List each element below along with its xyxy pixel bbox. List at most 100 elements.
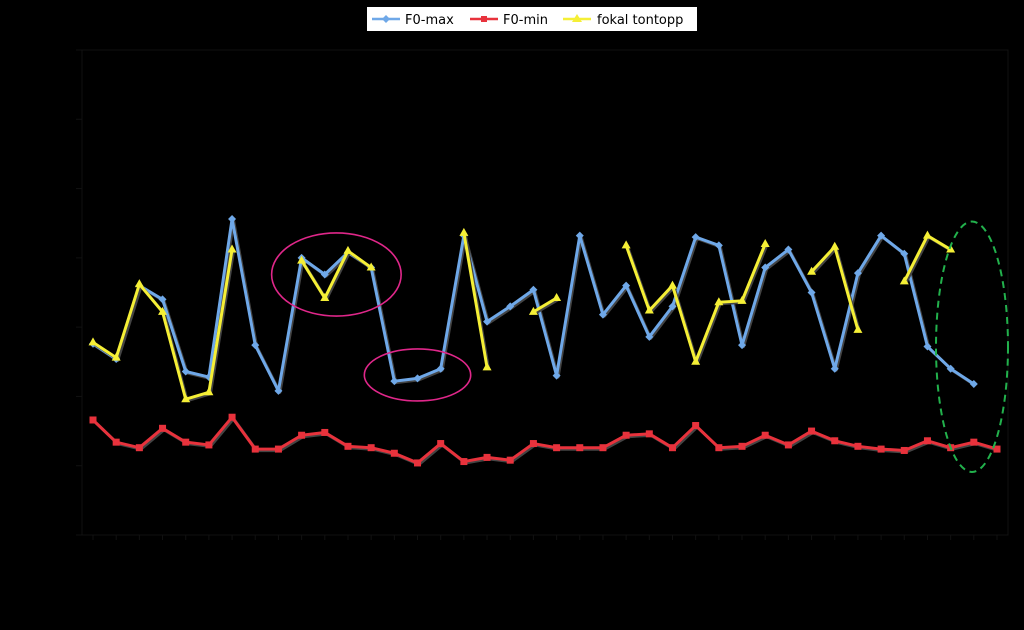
data-point-f0-max [738, 341, 747, 350]
data-point-f0-min [738, 442, 746, 450]
data-point-f0-min [553, 444, 561, 452]
data-point-fokal-tontopp [297, 255, 307, 264]
legend: F0-max F0-min fokal tontopp [367, 7, 697, 31]
data-point-fokal-tontopp [737, 295, 747, 304]
data-point-f0-min [112, 438, 120, 446]
data-point-fokal-tontopp [134, 279, 144, 288]
data-point-fokal-tontopp [482, 362, 492, 371]
data-point-fokal-tontopp [853, 324, 863, 333]
data-point-f0-max [969, 379, 978, 388]
annotation-ellipse [935, 220, 1009, 473]
data-point-fokal-tontopp [714, 297, 724, 306]
data-point-fokal-tontopp [760, 239, 770, 247]
data-point-f0-min [808, 427, 816, 435]
data-point-f0-max [691, 233, 700, 242]
annotation-ellipse [363, 348, 472, 402]
data-point-f0-min [877, 445, 885, 453]
data-point-f0-max [529, 285, 538, 294]
x-axis-ticks [92, 535, 998, 540]
data-point-f0-min [298, 431, 306, 439]
data-point-f0-min [321, 428, 329, 436]
legend-marker-fokal-tontopp [572, 14, 582, 22]
data-point-fokal-tontopp [644, 305, 654, 314]
data-point-f0-min [993, 445, 1001, 453]
data-point-f0-min [437, 440, 445, 448]
legend-label-fokal-tontopp: fokal tontopp [597, 13, 683, 28]
data-point-f0-max [483, 317, 492, 326]
data-point-f0-min [645, 430, 653, 438]
data-point-f0-min [460, 458, 468, 466]
data-point-fokal-tontopp [111, 352, 121, 361]
data-point-f0-max [714, 241, 723, 250]
data-point-fokal-tontopp [366, 262, 376, 271]
data-point-f0-max [320, 270, 329, 279]
data-point-f0-max [436, 364, 445, 373]
data-point-fokal-tontopp [807, 266, 817, 275]
series-layer [88, 215, 1001, 467]
data-point-f0-min [251, 445, 259, 453]
data-point-f0-min [784, 441, 792, 449]
data-point-f0-max [830, 364, 839, 373]
data-point-fokal-tontopp [459, 227, 469, 236]
data-point-f0-min [159, 424, 167, 432]
data-point-fokal-tontopp [830, 241, 840, 250]
data-point-fokal-tontopp [922, 230, 932, 239]
data-point-fokal-tontopp [204, 387, 214, 396]
data-point-f0-min [274, 445, 282, 453]
data-point-f0-min [576, 444, 584, 452]
data-point-f0-max [668, 302, 677, 311]
legend-label-f0-max: F0-max [405, 13, 454, 28]
data-point-f0-max [506, 302, 515, 311]
data-point-fokal-tontopp [227, 244, 237, 253]
data-point-fokal-tontopp [158, 306, 168, 315]
data-point-f0-min [970, 438, 978, 446]
data-point-fokal-tontopp [621, 240, 631, 249]
data-point-f0-min [89, 416, 97, 424]
data-point-f0-min [228, 413, 236, 421]
data-point-f0-min [529, 440, 537, 448]
data-point-fokal-tontopp [667, 280, 677, 289]
data-point-f0-min [506, 456, 514, 464]
data-point-f0-max [390, 377, 399, 386]
data-point-f0-min [900, 446, 908, 454]
data-point-f0-max [228, 215, 237, 224]
legend-marker-f0-min [481, 16, 487, 22]
data-point-fokal-tontopp [691, 356, 701, 365]
series-line-fokal-tontopp [300, 249, 373, 300]
data-point-f0-min [622, 431, 630, 439]
data-point-f0-min [135, 444, 143, 452]
data-point-f0-min [367, 444, 375, 452]
data-point-fokal-tontopp [899, 276, 909, 285]
data-point-f0-min [599, 444, 607, 452]
data-point-f0-max [923, 342, 932, 351]
series-line-f0-min [91, 415, 998, 465]
series-line-fokal-tontopp [462, 232, 489, 368]
legend-marker-f0-max [382, 15, 390, 23]
data-point-f0-max [946, 364, 955, 373]
data-point-f0-min [692, 422, 700, 430]
data-point-f0-min [390, 449, 398, 457]
data-point-f0-max [552, 371, 561, 380]
legend-box [367, 7, 697, 31]
data-point-f0-min [854, 442, 862, 450]
data-point-f0-max [274, 386, 283, 395]
data-point-f0-min [344, 442, 352, 450]
data-point-f0-max [413, 374, 422, 383]
data-point-fokal-tontopp [320, 293, 330, 302]
data-point-f0-max [761, 263, 770, 272]
data-point-f0-max [877, 231, 886, 240]
data-point-f0-max [784, 245, 793, 254]
data-point-f0-min [831, 437, 839, 445]
data-point-f0-max [575, 231, 584, 240]
data-point-f0-min [483, 453, 491, 461]
series-shadow-fokal-tontopp [534, 298, 559, 315]
data-point-f0-max [622, 281, 631, 290]
data-point-f0-min [182, 438, 190, 446]
data-point-fokal-tontopp [528, 306, 538, 315]
data-point-f0-max [900, 249, 909, 258]
data-point-f0-max [853, 269, 862, 278]
data-point-f0-min [668, 444, 676, 452]
data-point-f0-min [923, 437, 931, 445]
data-point-fokal-tontopp [343, 245, 353, 254]
data-point-f0-max [158, 295, 167, 304]
